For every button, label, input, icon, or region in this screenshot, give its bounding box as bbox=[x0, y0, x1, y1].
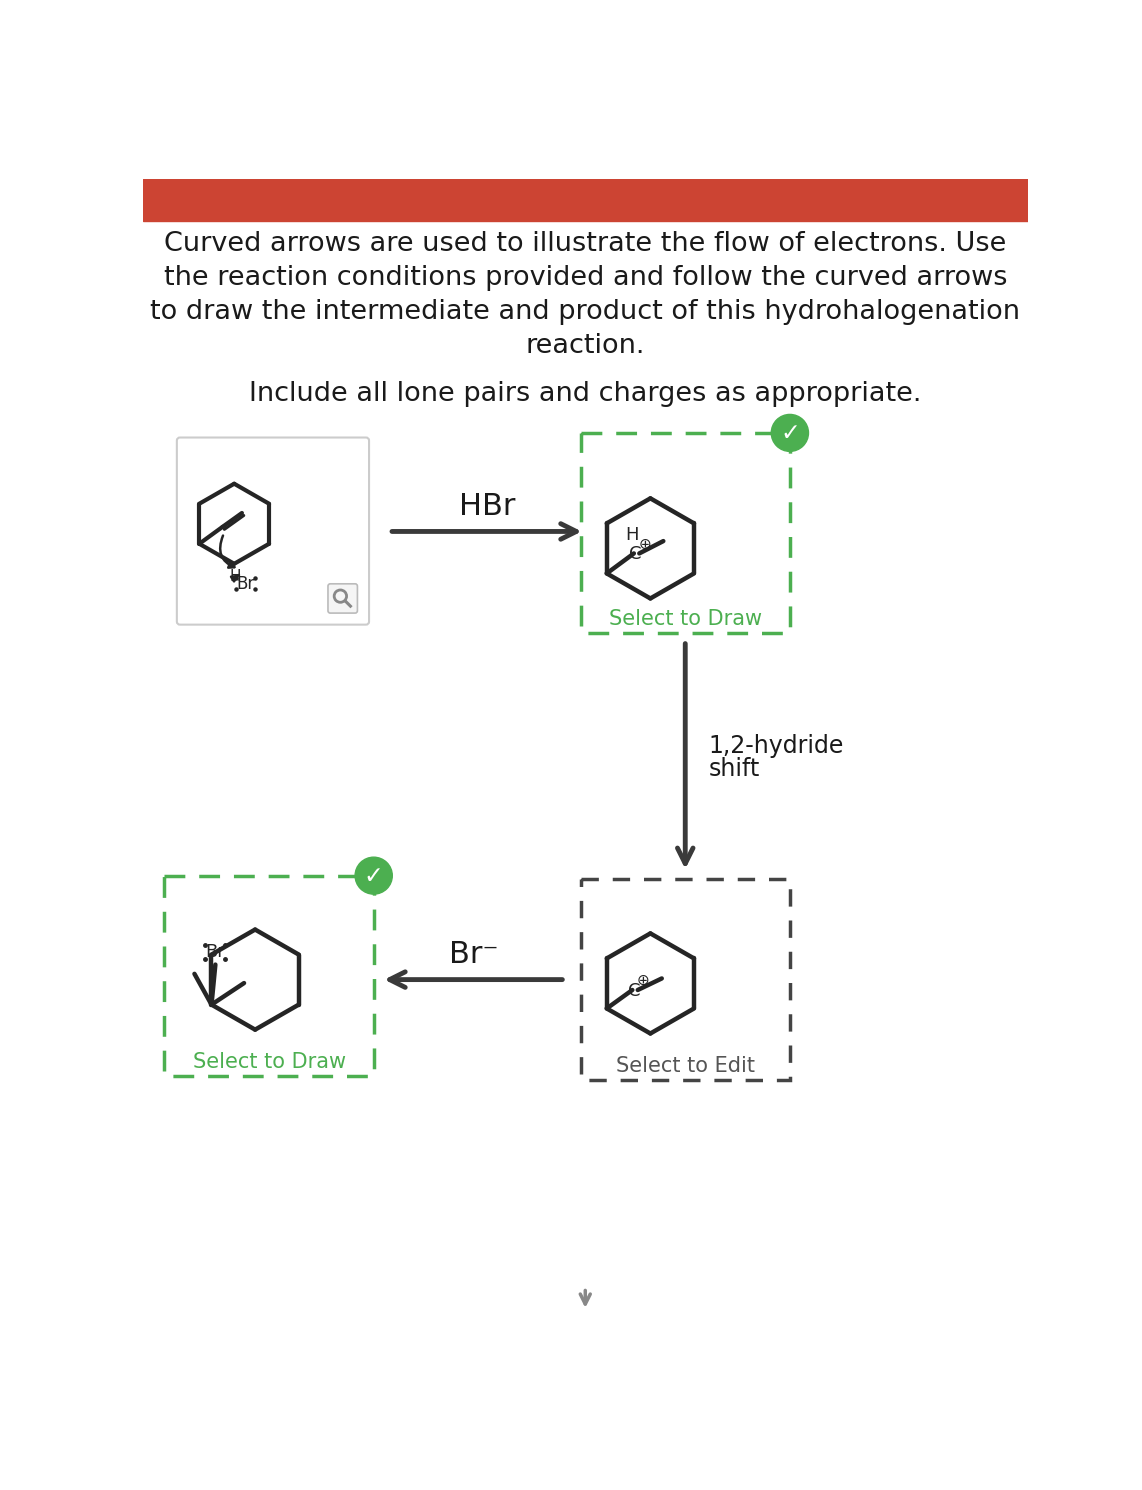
Text: ✓: ✓ bbox=[364, 864, 384, 888]
Text: Br⁻: Br⁻ bbox=[449, 940, 498, 970]
Text: ✓: ✓ bbox=[780, 420, 799, 446]
Text: Select to Draw: Select to Draw bbox=[609, 609, 762, 629]
FancyBboxPatch shape bbox=[177, 438, 369, 624]
Text: C: C bbox=[629, 545, 642, 563]
Text: Select to Edit: Select to Edit bbox=[616, 1056, 755, 1076]
Text: C: C bbox=[628, 982, 641, 1000]
FancyArrowPatch shape bbox=[231, 575, 239, 581]
Text: reaction.: reaction. bbox=[525, 332, 645, 359]
Text: ⊕: ⊕ bbox=[637, 973, 650, 988]
Text: Curved arrows are used to illustrate the flow of electrons. Use: Curved arrows are used to illustrate the… bbox=[164, 231, 1006, 258]
Text: Br: Br bbox=[236, 575, 255, 593]
FancyBboxPatch shape bbox=[328, 584, 357, 612]
Bar bbox=[580, 434, 790, 633]
Text: H: H bbox=[230, 569, 241, 584]
FancyArrowPatch shape bbox=[220, 535, 234, 568]
Bar bbox=[143, 179, 1028, 221]
Text: shift: shift bbox=[708, 757, 759, 781]
Bar bbox=[164, 876, 373, 1076]
Text: HBr: HBr bbox=[459, 492, 515, 522]
Text: H: H bbox=[626, 526, 640, 544]
Text: 1,2-hydride: 1,2-hydride bbox=[708, 733, 844, 757]
Text: Select to Draw: Select to Draw bbox=[193, 1052, 346, 1071]
Text: Br: Br bbox=[206, 943, 225, 961]
Circle shape bbox=[771, 414, 809, 451]
Circle shape bbox=[355, 857, 393, 894]
Text: the reaction conditions provided and follow the curved arrows: the reaction conditions provided and fol… bbox=[163, 265, 1007, 291]
Text: to draw the intermediate and product of this hydrohalogenation: to draw the intermediate and product of … bbox=[151, 299, 1020, 325]
Bar bbox=[580, 879, 790, 1080]
Text: Include all lone pairs and charges as appropriate.: Include all lone pairs and charges as ap… bbox=[249, 381, 922, 407]
Text: ⊕: ⊕ bbox=[638, 536, 651, 551]
